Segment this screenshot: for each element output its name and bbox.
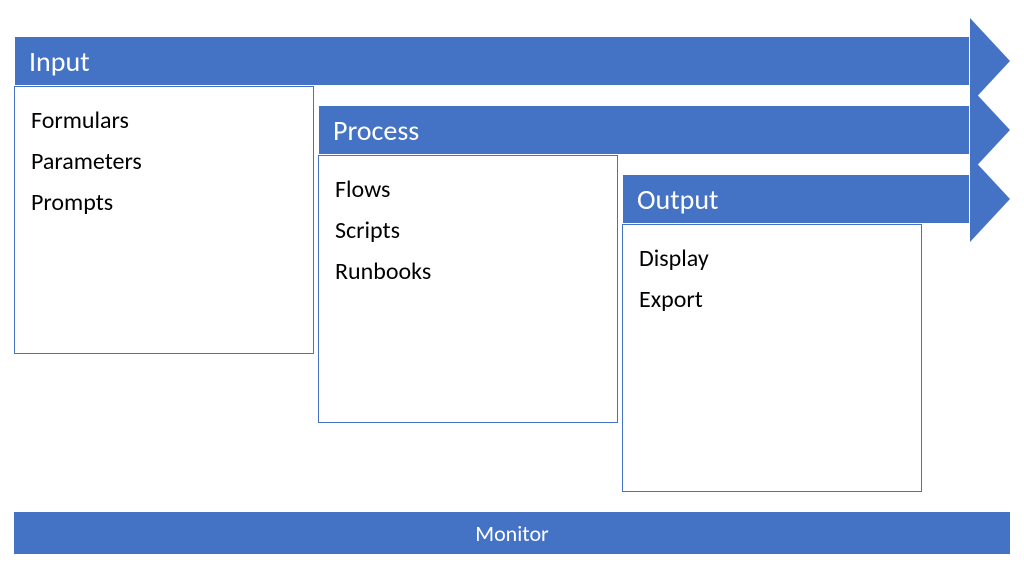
input-arrow-shaft: Input [14,36,970,86]
input-item: Parameters [31,142,297,183]
process-arrow-shaft: Process [318,105,970,155]
output-arrow-shaft: Output [622,174,970,224]
input-label: Input [29,44,90,79]
input-item: Formulars [31,101,297,142]
output-item: Display [639,239,905,280]
input-arrow: Input [14,36,1010,86]
output-label: Output [637,182,718,217]
input-item: Prompts [31,183,297,224]
monitor-bar: Monitor [14,512,1010,554]
process-arrow: Process [318,105,1010,155]
process-item: Runbooks [335,252,601,293]
output-box: Display Export [622,224,922,492]
output-item: Export [639,280,905,321]
process-label: Process [333,113,419,148]
process-item: Scripts [335,211,601,252]
monitor-label: Monitor [475,520,548,547]
process-item: Flows [335,170,601,211]
input-box: Formulars Parameters Prompts [14,86,314,354]
output-arrow: Output [622,174,1010,224]
output-arrow-head-icon [970,156,1010,242]
process-box: Flows Scripts Runbooks [318,155,618,423]
